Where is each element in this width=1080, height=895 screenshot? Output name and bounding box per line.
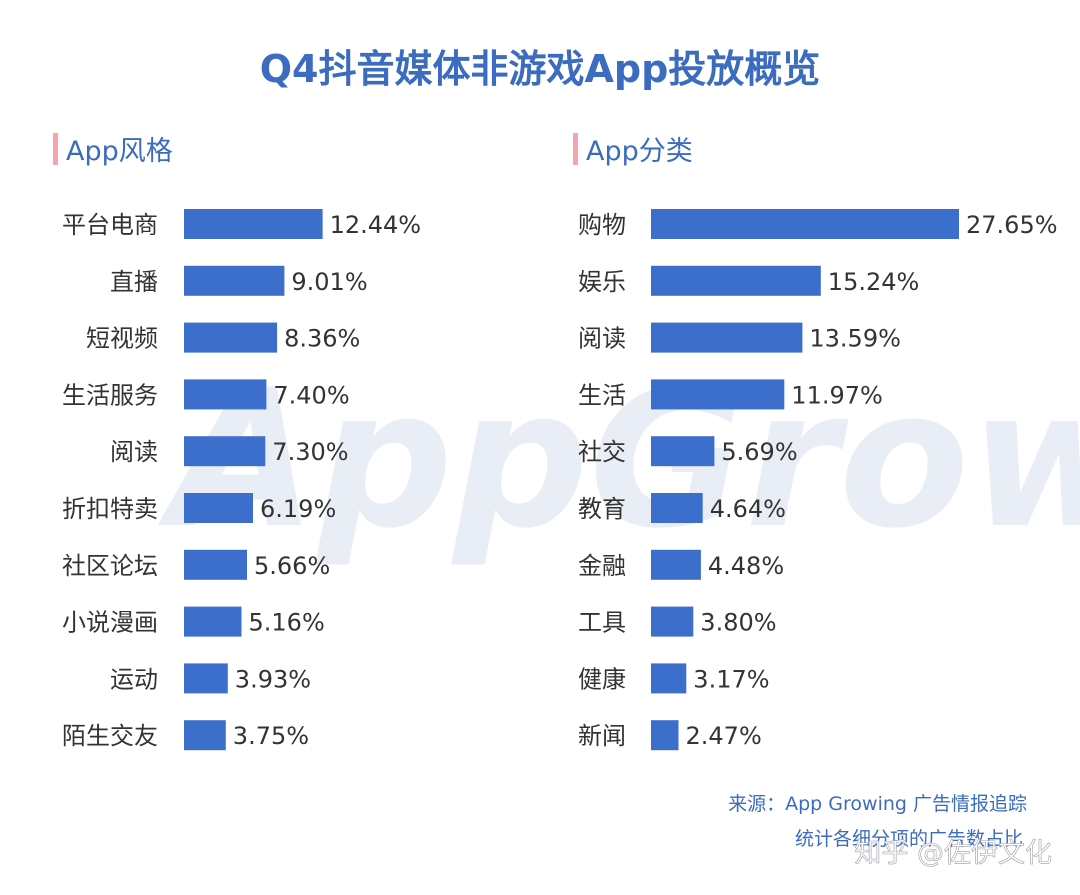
chart-title-app-style: App风格 (66, 136, 173, 167)
category-label: 陌生交友 (62, 722, 158, 750)
bar (651, 265, 821, 296)
bar (184, 209, 323, 239)
bar (184, 265, 285, 296)
bar (651, 436, 715, 467)
bar (184, 436, 266, 467)
category-label: 生活服务 (62, 381, 158, 409)
value-label: 3.75% (233, 722, 309, 750)
value-labels: 12.44% 9.01% 8.36% 7.40% 7.30% 6.19% 5.66% 5.16… (233, 211, 421, 750)
value-label: 13.59% (809, 325, 901, 353)
category-label: 直播 (110, 268, 158, 296)
value-label: 11.97% (791, 381, 883, 409)
value-label: 5.16% (249, 609, 325, 637)
value-label: 7.40% (273, 381, 349, 409)
category-label: 短视频 (86, 325, 158, 353)
bar (651, 209, 959, 239)
category-label: 阅读 (578, 325, 626, 353)
category-label: 社交 (578, 438, 626, 466)
category-label: 社区论坛 (62, 552, 158, 580)
category-label: 折扣特卖 (62, 495, 158, 523)
chart-title-app-category: App分类 (586, 136, 693, 167)
category-label: 运动 (110, 665, 158, 693)
bar (651, 606, 694, 637)
value-label: 9.01% (291, 268, 367, 296)
category-label: 购物 (578, 211, 626, 239)
value-label: 8.36% (284, 325, 360, 353)
value-label: 3.17% (693, 665, 769, 693)
chart-app-style: App风格 平台电商直播短视频生活服务阅读折扣特卖社区论坛小说漫画运动陌生交友 … (53, 133, 421, 751)
value-label: 4.64% (710, 495, 786, 523)
value-label: 7.30% (272, 438, 348, 466)
category-label: 健康 (578, 665, 626, 693)
bars (651, 209, 959, 751)
category-label: 生活 (578, 381, 626, 409)
bar (651, 379, 785, 410)
value-label: 2.47% (686, 722, 762, 750)
bar (184, 663, 228, 694)
bar (184, 493, 253, 523)
source-line-2: 统计各细分项的广告数占比 (795, 828, 1023, 850)
section-marker (573, 133, 578, 165)
bar (184, 549, 247, 580)
source-line-1: 来源：App Growing 广告情报追踪 (728, 793, 1027, 815)
category-label: 新闻 (578, 722, 626, 750)
value-labels: 27.65% 15.24% 13.59% 11.97% 5.69% 4.64% 4.48% 3… (686, 211, 1058, 750)
bar (651, 493, 703, 523)
value-label: 5.69% (721, 438, 797, 466)
value-label: 3.80% (700, 609, 776, 637)
bars (184, 209, 323, 751)
bar (651, 720, 679, 751)
value-label: 12.44% (330, 211, 422, 239)
category-label: 阅读 (110, 438, 158, 466)
value-label: 3.93% (235, 665, 311, 693)
section-marker (53, 133, 58, 165)
bar (184, 322, 278, 353)
category-label: 工具 (578, 609, 626, 637)
value-label: 27.65% (966, 211, 1058, 239)
bar (651, 549, 701, 580)
bar (651, 322, 803, 353)
value-label: 6.19% (260, 495, 336, 523)
category-label: 平台电商 (62, 211, 158, 239)
value-label: 15.24% (828, 268, 920, 296)
category-label: 娱乐 (578, 268, 626, 296)
category-label: 小说漫画 (62, 609, 158, 637)
credit-watermark: 知乎 @佐伊文化 (854, 838, 1052, 869)
value-label: 5.66% (254, 552, 330, 580)
value-label: 4.48% (708, 552, 784, 580)
category-label: 教育 (578, 495, 626, 523)
bar (184, 720, 226, 751)
page-title: Q4抖音媒体非游戏App投放概览 (260, 47, 821, 91)
bar (184, 379, 267, 410)
bar (184, 606, 242, 637)
bar (651, 663, 687, 694)
category-label: 金融 (578, 552, 626, 580)
